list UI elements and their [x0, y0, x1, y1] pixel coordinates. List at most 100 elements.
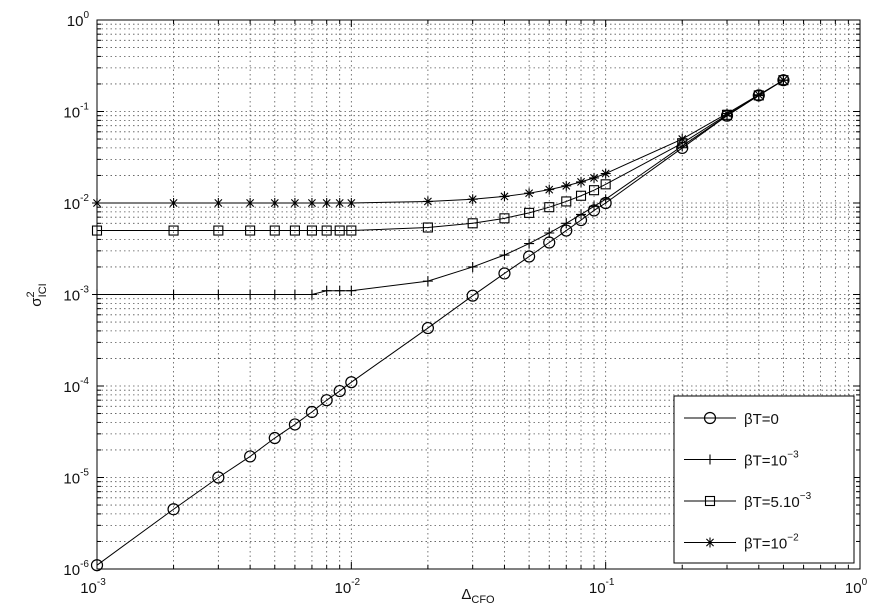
data-point-circle	[523, 250, 536, 263]
data-point-circle	[345, 376, 358, 389]
data-point-star	[561, 180, 572, 191]
y-tick-label: 10-3	[63, 285, 89, 305]
data-point-star	[524, 188, 535, 199]
x-tick-label: 100	[845, 577, 868, 597]
legend-entry: βT=0	[684, 411, 779, 428]
data-point-square	[213, 225, 224, 236]
data-point-star	[600, 168, 611, 179]
y-tick-label: 10-5	[63, 468, 89, 488]
data-point-star	[589, 172, 600, 183]
data-point-plus	[321, 285, 332, 296]
data-point-star	[467, 194, 478, 205]
data-point-star	[722, 108, 733, 119]
data-point-circle	[305, 405, 319, 419]
series-line	[96, 79, 784, 566]
data-point-circle	[703, 411, 717, 425]
data-point-plus	[524, 238, 535, 249]
svg-text:σ2ICI: σ2ICI	[25, 283, 49, 306]
y-axis-label-base: σ	[28, 297, 45, 307]
data-point-plus	[467, 261, 478, 272]
data-point-star	[778, 75, 789, 86]
x-tick-label: 10-3	[80, 577, 106, 597]
data-point-plus	[576, 209, 587, 220]
data-point-square	[588, 185, 600, 196]
legend-label: βT=10−3	[744, 450, 799, 470]
data-point-plus	[600, 194, 611, 205]
data-point-plus	[334, 285, 345, 296]
legend-entry: βT=10−3	[684, 450, 799, 470]
data-point-square	[289, 225, 300, 236]
data-point-plus	[561, 218, 572, 229]
data-point-square	[422, 222, 433, 233]
data-point-square	[561, 196, 572, 207]
data-point-circle	[268, 431, 281, 445]
y-axis-label: σ2ICI	[25, 283, 49, 306]
data-point-plus	[306, 289, 317, 300]
data-point-star	[213, 198, 224, 208]
data-point-square	[600, 179, 611, 190]
legend-label: βT=5.10−3	[744, 491, 812, 511]
data-point-square	[704, 495, 716, 507]
y-tick-label: 10-4	[63, 376, 89, 396]
data-point-square	[544, 202, 555, 213]
data-point-star	[544, 184, 555, 195]
x-axis-label-base: Δ	[461, 586, 471, 603]
data-point-circle	[498, 267, 511, 280]
series-layer	[90, 74, 790, 572]
y-axis-label-sup: 2	[25, 291, 37, 297]
y-tick-label: 100	[67, 10, 90, 30]
data-point-square	[346, 225, 357, 236]
data-point-star	[677, 134, 688, 145]
y-axis-label-sub: ICI	[37, 283, 49, 297]
data-point-circle	[167, 503, 180, 516]
data-point-star	[422, 196, 433, 207]
legend-label: βT=10−2	[744, 533, 799, 553]
data-point-circle	[320, 394, 333, 407]
legend-label: βT=0	[744, 411, 779, 428]
data-point-plus	[422, 276, 433, 287]
x-tick-label: 10-2	[335, 577, 361, 597]
y-tick-label: 10-2	[63, 193, 89, 213]
data-point-plus	[499, 250, 510, 261]
data-point-plus	[289, 289, 300, 300]
data-point-square	[168, 225, 179, 236]
series-line	[97, 79, 784, 232]
data-point-star	[269, 198, 280, 208]
data-point-square	[499, 213, 510, 224]
data-point-plus	[245, 289, 256, 300]
data-point-star	[306, 198, 317, 208]
data-point-plus	[269, 289, 280, 300]
data-point-circle	[244, 450, 257, 463]
data-point-star	[705, 537, 715, 548]
data-point-circle	[466, 289, 479, 302]
data-point-circle	[212, 471, 225, 484]
data-point-square	[245, 225, 256, 236]
data-point-star	[321, 198, 332, 208]
data-point-plus	[705, 454, 715, 465]
y-tick-label: 10-6	[63, 559, 89, 579]
x-axis-label-sub: CFO	[471, 594, 495, 606]
legend-box	[673, 395, 855, 564]
data-point-plus	[168, 289, 179, 300]
data-point-star	[753, 89, 764, 100]
data-point-circle	[288, 418, 302, 431]
data-point-plus	[544, 228, 555, 239]
data-point-square	[467, 218, 478, 229]
data-point-star	[289, 198, 300, 208]
x-axis-label: ΔCFO	[461, 586, 495, 606]
series-star	[92, 75, 789, 208]
x-tick-label: 10-1	[589, 577, 615, 597]
data-point-star	[168, 198, 179, 208]
legend-entry: βT=5.10−3	[684, 491, 812, 511]
data-point-star	[245, 198, 256, 208]
data-point-circle	[777, 74, 790, 87]
data-point-plus	[589, 201, 600, 212]
data-point-plus	[213, 289, 224, 300]
data-point-star	[576, 176, 587, 187]
data-point-star	[346, 198, 357, 208]
axes: 10-3 10-2 10-1 100 10-6 10-5 10-4 10-3 10-2 10-1 1…	[63, 10, 867, 597]
legend-entry: βT=10−2	[684, 533, 799, 553]
data-point-square	[306, 225, 317, 236]
data-point-plus	[346, 285, 357, 296]
